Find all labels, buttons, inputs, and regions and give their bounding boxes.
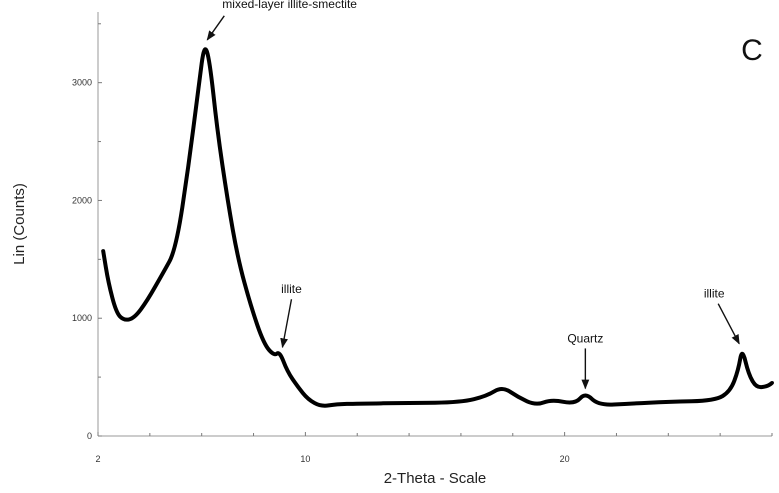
annotation-arrow	[280, 299, 293, 349]
trace-group	[101, 47, 774, 408]
annotation-arrow	[206, 15, 225, 41]
x-tick-label: 2	[95, 454, 100, 464]
annotation-label: illite	[704, 287, 725, 301]
annotation-label: Quartz	[567, 331, 603, 345]
annotation-arrow	[717, 303, 740, 345]
y-tick-label: 1000	[72, 313, 92, 323]
y-tick-label: 2000	[72, 195, 92, 205]
xrd-trace-series-0	[101, 47, 774, 408]
annotation-label: illite	[281, 282, 302, 296]
x-tick-label: 10	[300, 454, 310, 464]
tick-group: 0 1000 2000 3000 2 10 20	[72, 23, 773, 464]
y-tick-label: 0	[87, 431, 92, 441]
annotation-group: mixed-layer illite-smectite illite Quartz i…	[206, 0, 740, 390]
panel-label: C	[741, 34, 763, 67]
annotation-label: mixed-layer illite-smectite	[222, 0, 357, 11]
x-tick-label: 20	[560, 454, 570, 464]
y-axis-title: Lin (Counts)	[11, 183, 28, 265]
y-tick-label: 3000	[72, 78, 92, 88]
x-axis-title: 2-Theta - Scale	[384, 470, 487, 487]
